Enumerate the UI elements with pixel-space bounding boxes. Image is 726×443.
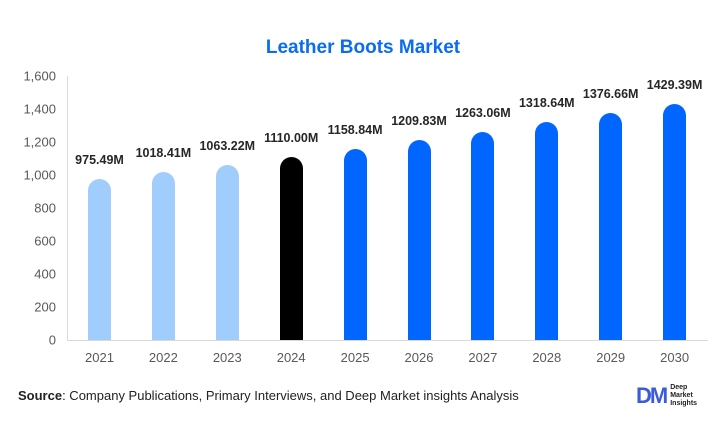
x-axis-line	[67, 340, 708, 341]
company-logo: DM Deep Market Insights	[636, 384, 697, 408]
y-axis-line	[67, 76, 68, 340]
y-tick-label: 600	[34, 233, 56, 249]
value-label: 1318.64M	[518, 96, 575, 111]
x-tick-label: 2023	[212, 350, 242, 365]
x-tick-label: 2025	[340, 350, 370, 365]
y-tick-label: 1,000	[23, 167, 56, 183]
x-tick-label: 2021	[85, 350, 114, 365]
logo-line-3: Insights	[670, 400, 698, 407]
y-tick-label: 1,600	[23, 68, 56, 84]
source-label: Source	[18, 388, 63, 403]
bar-2027	[471, 131, 495, 340]
y-tick-label: 800	[34, 200, 56, 216]
y-tick-label: 0	[48, 332, 56, 348]
x-tick-label: 2022	[148, 350, 178, 365]
value-label: 1063.22M	[199, 138, 256, 153]
value-label: 1110.00M	[264, 130, 319, 145]
bar-2024	[279, 156, 303, 340]
bar-2029	[599, 112, 623, 340]
bar-2023	[215, 164, 239, 340]
value-label: 1376.66M	[582, 86, 639, 101]
logo-line-2: Market	[670, 392, 693, 399]
x-tick-label: 2026	[404, 350, 434, 365]
source-text: : Company Publications, Primary Intervie…	[62, 388, 519, 403]
value-label: 1158.84M	[327, 122, 383, 137]
x-tick-label: 2029	[596, 350, 626, 365]
bar-2030	[663, 104, 687, 340]
x-tick-label: 2030	[660, 350, 690, 365]
x-tick-label: 2024	[276, 350, 306, 365]
y-tick-label: 1,200	[23, 134, 56, 150]
bar-2022	[151, 171, 175, 340]
logo-mark-icon: DM	[636, 383, 668, 408]
bar-2028	[535, 122, 559, 340]
source-note: Source: Company Publications, Primary In…	[18, 388, 519, 403]
y-tick-label: 1,400	[23, 101, 56, 117]
y-tick-label: 200	[34, 299, 56, 315]
bar-2021	[88, 179, 111, 340]
bar-2025	[343, 148, 367, 340]
logo-text: Deep Market Insights	[670, 384, 697, 408]
value-label: 1018.41M	[135, 145, 192, 160]
x-tick-label: 2027	[468, 350, 498, 365]
x-tick-label: 2028	[532, 350, 562, 365]
value-label: 1263.06M	[455, 105, 511, 120]
logo-line-1: Deep	[670, 384, 688, 391]
bar-2026	[407, 140, 431, 340]
value-label: 1209.83M	[391, 114, 447, 129]
y-tick-label: 400	[34, 266, 56, 282]
chart-title: Leather Boots Market	[265, 37, 461, 58]
value-label: 975.49M	[75, 153, 124, 168]
value-label: 1429.39M	[646, 78, 703, 93]
